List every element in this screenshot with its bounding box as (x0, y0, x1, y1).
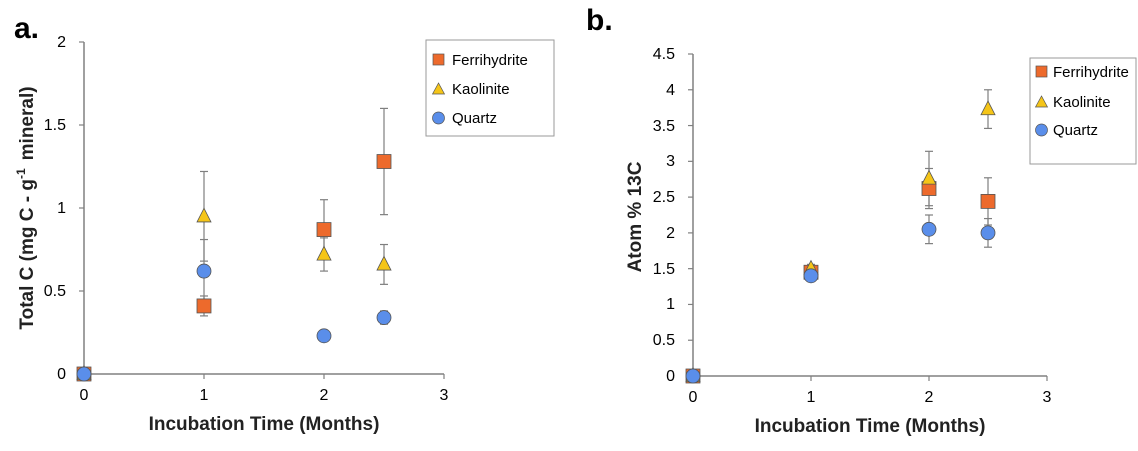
panel-b-plot-area (685, 89, 996, 384)
panel-b-legend: Ferrihydrite Kaolinite Quartz (1029, 57, 1137, 165)
legend-label-ferrihydrite: Ferrihydrite (1053, 64, 1129, 81)
data-point-ferrihydrite (980, 194, 996, 209)
panel-a-axes (79, 41, 445, 379)
data-point-ferrihydrite (376, 154, 392, 169)
y-tick-label: 2.5 (653, 189, 675, 206)
data-point-kaolinite (316, 245, 332, 261)
y-axis-title-tail: mineral) (17, 86, 38, 160)
x-tick-label: 2 (320, 387, 329, 404)
data-point-ferrihydrite (316, 222, 332, 237)
y-tick-label: 2 (666, 225, 675, 242)
panel-b-y-tick-labels: 0 0.5 1 1.5 2 2.5 3 3.5 4 4.5 (653, 46, 675, 385)
panel-a-label: a. (14, 12, 39, 45)
data-point-quartz (921, 221, 937, 237)
panel-b-x-tick-labels: 0 1 2 3 (689, 389, 1052, 406)
legend-marker-circle-icon (1035, 123, 1048, 137)
y-tick-label: 0 (57, 366, 66, 383)
data-point-quartz (685, 368, 701, 384)
panel-a-x-axis-title: Incubation Time (Months) (149, 414, 380, 435)
y-tick-label: 2 (57, 34, 66, 51)
data-point-ferrihydrite (196, 298, 212, 314)
x-tick-label: 3 (440, 387, 449, 404)
data-point-kaolinite (980, 100, 996, 116)
y-tick-label: 4.5 (653, 46, 675, 63)
legend-label-kaolinite: Kaolinite (452, 81, 510, 98)
legend-marker-triangle-icon (431, 82, 446, 95)
y-tick-label: 1 (57, 200, 66, 217)
legend-box (1029, 57, 1137, 165)
legend-marker-circle-icon (432, 111, 445, 125)
data-point-quartz (196, 263, 212, 279)
legend-label-ferrihydrite: Ferrihydrite (452, 52, 528, 69)
legend-marker-square-icon (432, 53, 445, 66)
y-tick-label: 0 (666, 368, 675, 385)
x-tick-label: 0 (689, 389, 698, 406)
panel-b-y-axis-title: Atom % 13C (625, 161, 646, 272)
panel-b-axes (688, 53, 1048, 381)
y-tick-label: 0.5 (44, 283, 66, 300)
x-tick-label: 0 (80, 387, 89, 404)
y-axis-title-superscript: -1 (14, 168, 28, 179)
data-point-quartz (980, 225, 996, 241)
y-tick-label: 3 (666, 153, 675, 170)
legend-label-kaolinite: Kaolinite (1053, 94, 1111, 111)
legend-box (425, 39, 555, 137)
legend-marker-triangle-icon (1034, 95, 1049, 108)
y-tick-label: 1.5 (653, 261, 675, 278)
y-axis-title-main: Total C (mg C - g (17, 179, 38, 330)
data-point-kaolinite (196, 207, 212, 223)
panel-a-x-tick-labels: 0 1 2 3 (80, 387, 449, 404)
panel-b-label: b. (586, 4, 613, 37)
data-point-quartz (803, 268, 819, 284)
x-tick-label: 2 (925, 389, 934, 406)
y-tick-label: 1 (666, 296, 675, 313)
y-tick-label: 4 (666, 82, 675, 99)
y-tick-label: 0.5 (653, 332, 675, 349)
data-point-kaolinite (376, 255, 392, 271)
panel-a-y-axis-title: Total C (mg C - g-1 mineral) (14, 86, 38, 329)
panel-a-legend: Ferrihydrite Kaolinite Quartz (425, 39, 555, 137)
y-tick-label: 3.5 (653, 118, 675, 135)
panel-b-x-axis-title: Incubation Time (Months) (755, 416, 986, 437)
y-tick-label: 1.5 (44, 117, 66, 134)
legend-marker-square-icon (1035, 65, 1048, 78)
data-point-quartz (376, 310, 392, 325)
panel-a-plot-area (76, 107, 392, 382)
x-tick-label: 1 (200, 387, 209, 404)
panel-b: b. 0 0.5 1 1.5 2 2.5 3 3.5 4 4.5 0 1 2 3… (586, 4, 1137, 437)
x-tick-label: 1 (807, 389, 816, 406)
data-point-quartz (76, 366, 92, 382)
legend-label-quartz: Quartz (452, 110, 497, 127)
data-point-kaolinite (921, 169, 937, 185)
panel-a-y-tick-labels: 0 0.5 1 1.5 2 (44, 34, 66, 383)
data-point-quartz (316, 328, 332, 344)
panel-a: a. 0 0.5 1 1.5 2 0 1 2 3 Incubation Time… (14, 12, 555, 435)
x-tick-label: 3 (1043, 389, 1052, 406)
legend-label-quartz: Quartz (1053, 122, 1098, 139)
